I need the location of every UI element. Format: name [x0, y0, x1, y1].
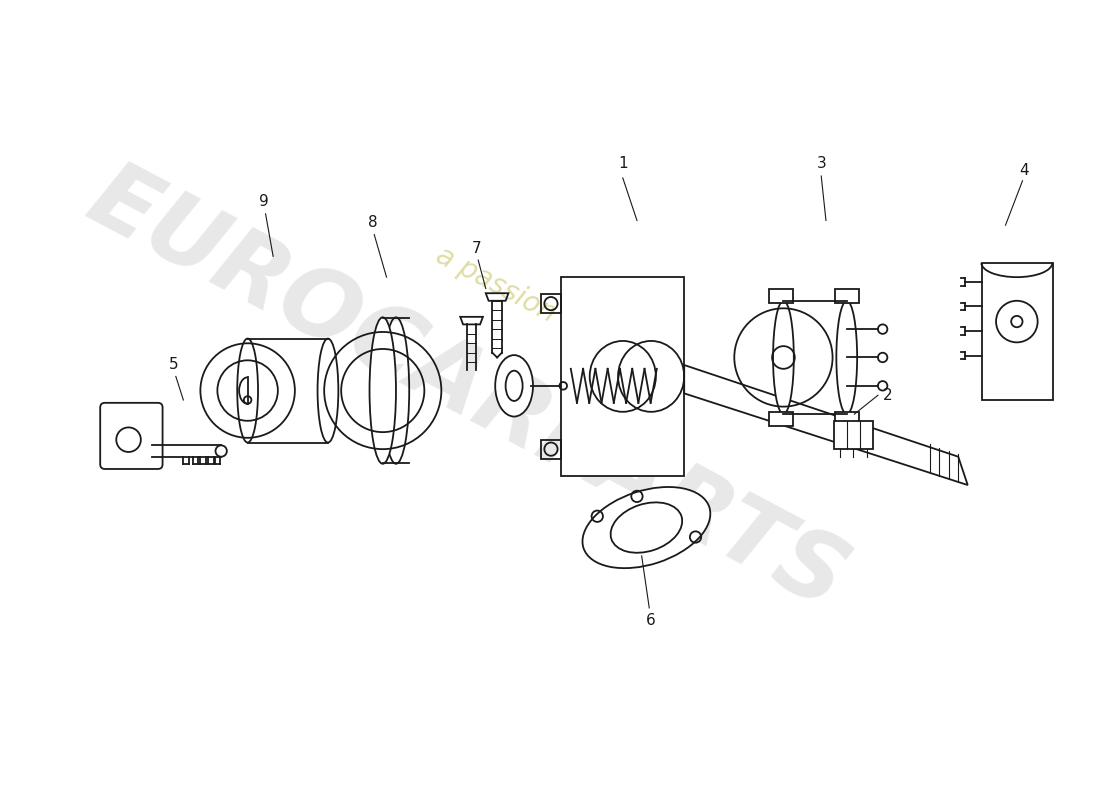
Ellipse shape: [583, 487, 711, 568]
Circle shape: [878, 381, 888, 390]
Ellipse shape: [773, 301, 794, 414]
Text: 2: 2: [882, 388, 892, 402]
Text: 1: 1: [618, 156, 628, 171]
Bar: [834, 421, 873, 449]
Bar: [769, 290, 793, 302]
Text: 6: 6: [647, 613, 656, 628]
Bar: [835, 412, 859, 426]
Ellipse shape: [238, 338, 258, 442]
Text: 7: 7: [472, 242, 481, 256]
Text: 9: 9: [258, 194, 268, 209]
Polygon shape: [684, 365, 968, 485]
Text: 4: 4: [1020, 163, 1030, 178]
Text: 3: 3: [816, 156, 826, 171]
Bar: [769, 412, 793, 426]
Bar: [835, 290, 859, 302]
Text: 5: 5: [169, 357, 178, 372]
Bar: [982, 263, 1053, 400]
Text: 8: 8: [367, 215, 377, 230]
Text: EUROCARPARTS: EUROCARPARTS: [73, 152, 861, 630]
Circle shape: [878, 353, 888, 362]
Bar: [561, 277, 684, 475]
Ellipse shape: [495, 355, 534, 417]
Ellipse shape: [370, 318, 396, 464]
Circle shape: [878, 325, 888, 334]
Text: a passion for parts: a passion for parts: [431, 242, 673, 388]
